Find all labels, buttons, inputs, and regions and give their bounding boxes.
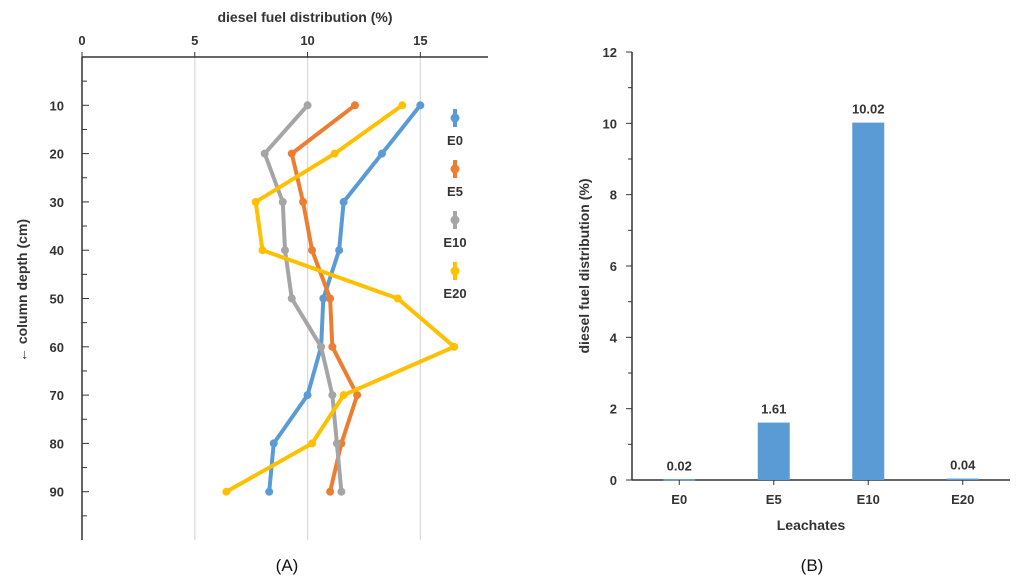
y-tick-label: 70 xyxy=(50,388,64,403)
y-axis-ticks: 10 20 30 40 50 60 70 80 90 xyxy=(50,80,89,517)
y-axis-title: ← column depth (cm) xyxy=(14,219,30,362)
data-point-e20 xyxy=(258,246,267,255)
data-point-e10 xyxy=(337,487,346,496)
data-point-e20 xyxy=(339,391,348,400)
data-point-e10 xyxy=(332,439,341,448)
data-point-e5 xyxy=(287,149,296,158)
data-point-e20 xyxy=(450,342,459,351)
vertical-grid-lines xyxy=(194,57,421,540)
data-point-e0 xyxy=(265,487,274,496)
data-label-e0: 0.02 xyxy=(667,458,692,473)
category-labels: E0 E5 E10 E20 xyxy=(671,480,974,507)
y-tick-label: 10 xyxy=(603,116,617,131)
y-tick-label: 60 xyxy=(50,340,64,355)
data-point-e5 xyxy=(328,342,337,351)
data-point-e5 xyxy=(326,487,335,496)
legend-label-e10: E10 xyxy=(443,235,466,250)
data-point-e0 xyxy=(339,197,348,206)
data-point-e0 xyxy=(303,391,312,400)
data-point-e20 xyxy=(308,439,317,448)
data-point-e0 xyxy=(377,149,386,158)
x-axis-title: diesel fuel distribution (%) xyxy=(217,9,392,25)
y-tick-label: 12 xyxy=(603,45,617,60)
panel-label-a: (A) xyxy=(276,556,299,575)
bar-e10 xyxy=(852,122,885,481)
legend-label-e20: E20 xyxy=(443,286,466,301)
data-point-e5 xyxy=(308,246,317,255)
bar-chart-panel-b: 0 2 4 6 8 10 12 0.02 1.61 10.02 0.04 E0 E5 E10 E20 L… xyxy=(576,45,1010,575)
y-tick-label: 20 xyxy=(50,147,64,162)
data-point-e10 xyxy=(281,246,289,255)
x-tick-label: 10 xyxy=(300,33,314,48)
data-label-e20: 0.04 xyxy=(950,458,976,473)
data-point-e20 xyxy=(330,149,339,158)
y-tick-label: 40 xyxy=(50,243,64,258)
data-point-e10 xyxy=(287,294,296,303)
y-tick-label: 8 xyxy=(610,188,617,203)
data-point-e10 xyxy=(278,197,287,206)
y-tick-label: 2 xyxy=(610,402,617,417)
data-point-e5 xyxy=(326,294,335,303)
y-tick-label: 0 xyxy=(610,473,617,488)
data-point-e10 xyxy=(303,101,312,110)
data-point-e20 xyxy=(398,101,407,110)
x-tick-label: 5 xyxy=(191,33,198,48)
x-axis-ticks: 0 5 10 15 xyxy=(78,33,428,57)
y-tick-label: 90 xyxy=(50,485,64,500)
legend-marker-e0 xyxy=(450,113,460,123)
legend-marker-e5 xyxy=(450,164,460,174)
data-point-e10 xyxy=(328,391,337,400)
y-tick-label: 10 xyxy=(50,98,64,113)
data-point-e5 xyxy=(353,391,362,400)
legend: E0 E5 E10 E20 xyxy=(443,109,467,301)
bar-e20 xyxy=(946,478,979,480)
data-point-e20 xyxy=(251,197,260,206)
data-label-e10: 10.02 xyxy=(852,102,885,117)
bar-e5 xyxy=(757,422,790,480)
data-point-e5 xyxy=(299,197,308,206)
x-axis-title: Leachates xyxy=(777,517,846,533)
data-point-e0 xyxy=(335,246,344,255)
panel-label-b: (B) xyxy=(801,556,824,575)
legend-marker-e20 xyxy=(450,266,460,276)
category-label-e20: E20 xyxy=(951,492,974,507)
y-tick-label: 80 xyxy=(50,436,64,451)
y-tick-label: 6 xyxy=(610,259,617,274)
bars: 0.02 1.61 10.02 0.04 xyxy=(663,102,979,481)
data-point-e5 xyxy=(350,101,359,110)
legend-label-e0: E0 xyxy=(447,133,463,148)
data-point-e0 xyxy=(269,439,278,448)
category-label-e5: E5 xyxy=(766,492,782,507)
y-tick-label: 4 xyxy=(610,330,618,345)
bar-e0 xyxy=(663,479,696,481)
y-axis-ticks: 0 2 4 6 8 10 12 xyxy=(603,45,632,488)
x-tick-label: 0 xyxy=(78,33,85,48)
data-point-e0 xyxy=(416,101,425,110)
y-tick-label: 30 xyxy=(50,195,64,210)
data-label-e5: 1.61 xyxy=(761,402,786,417)
y-tick-label: 50 xyxy=(50,292,64,307)
line-chart-panel-a: 0 5 10 15 10 20 30 40 50 60 70 80 90 diesel fuel di… xyxy=(14,9,488,575)
series-group xyxy=(222,101,459,496)
x-tick-label: 15 xyxy=(413,33,427,48)
data-point-e10 xyxy=(260,149,269,158)
data-point-e10 xyxy=(317,342,326,351)
legend-label-e5: E5 xyxy=(447,184,463,199)
category-label-e0: E0 xyxy=(671,492,687,507)
legend-marker-e10 xyxy=(450,215,460,225)
data-point-e0 xyxy=(319,294,328,303)
category-label-e10: E10 xyxy=(857,492,880,507)
data-point-e20 xyxy=(222,487,231,496)
data-point-e20 xyxy=(393,294,402,303)
y-axis-title: diesel fuel distribution (%) xyxy=(576,178,592,353)
